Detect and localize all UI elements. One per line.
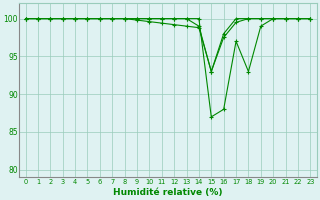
X-axis label: Humidité relative (%): Humidité relative (%) [113,188,223,197]
